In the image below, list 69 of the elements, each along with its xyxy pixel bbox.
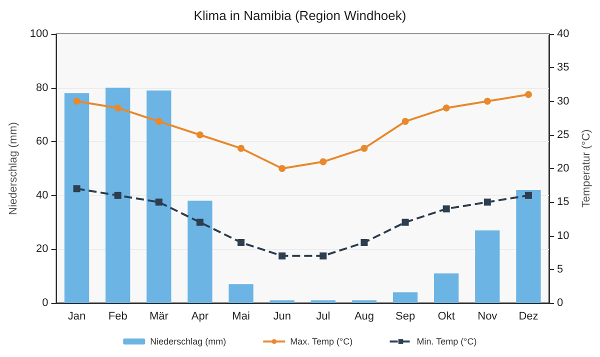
legend-label: Max. Temp (°C) (290, 336, 353, 346)
point (196, 131, 204, 138)
x-tick-label: Mai (232, 310, 250, 322)
x-tick-label: Dez (518, 310, 538, 322)
legend-label: Min. Temp (°C) (416, 336, 477, 346)
point (524, 192, 532, 199)
point (114, 104, 122, 112)
bar (434, 273, 459, 303)
point (320, 252, 327, 260)
point (484, 98, 491, 105)
point (320, 158, 327, 166)
x-tick-label: Nov (478, 310, 498, 322)
y-axis-title: Niederschlag (mm) (8, 122, 20, 215)
y-tick-label: 20 (36, 243, 48, 256)
bar (146, 90, 172, 303)
point (442, 205, 450, 212)
point (402, 218, 409, 226)
point (73, 98, 80, 105)
y2-tick-label: 5 (557, 263, 564, 276)
y2-tick-label: 10 (557, 230, 570, 242)
bar (392, 292, 418, 303)
x-tick-label: Feb (108, 310, 128, 322)
y2-tick-label: 35 (557, 62, 570, 74)
bar (106, 88, 130, 303)
y-tick-label: 60 (36, 136, 48, 148)
point (238, 238, 245, 246)
point (360, 238, 368, 246)
point (238, 144, 245, 152)
point (155, 198, 162, 206)
point (155, 118, 162, 125)
y-tick-label: 40 (36, 189, 48, 202)
y2-axis-title: Temperatur (°C) (580, 129, 592, 208)
x-tick-label: Mär (149, 310, 169, 322)
x-tick-label: Jan (68, 310, 86, 322)
x-tick-label: Okt (438, 310, 455, 322)
chart-title: Klima in Namibia (Region Windhoek) (194, 8, 406, 23)
x-tick-label: Jul (316, 310, 330, 322)
legend-label: Niederschlag (mm) (150, 336, 226, 346)
x-tick-label: Sep (395, 310, 416, 322)
point (442, 104, 450, 112)
y-tick-label: 100 (30, 28, 48, 40)
point (278, 165, 286, 172)
x-tick-label: Jun (273, 310, 291, 322)
y2-tick-label: 25 (557, 128, 570, 141)
bar (270, 300, 294, 303)
point (360, 144, 368, 152)
bar (188, 200, 212, 303)
y2-tick-label: 0 (557, 297, 564, 309)
y2-tick-label: 30 (557, 95, 570, 108)
point (278, 252, 286, 260)
point (196, 218, 204, 226)
x-tick-label: Apr (191, 310, 209, 322)
bar (64, 93, 90, 303)
bar (228, 284, 254, 303)
x-tick-label: Aug (354, 310, 374, 322)
y2-tick-label: 40 (557, 28, 570, 40)
point (484, 198, 491, 206)
y-tick-label: 80 (36, 82, 48, 94)
bar (352, 300, 377, 303)
point (73, 185, 80, 192)
point (524, 91, 532, 98)
bar (516, 190, 541, 303)
point (114, 192, 122, 199)
point (402, 118, 409, 125)
y2-tick-label: 20 (557, 162, 570, 174)
y-tick-label: 0 (42, 297, 48, 309)
bar (310, 300, 336, 303)
bar (475, 230, 500, 303)
y2-tick-label: 15 (557, 196, 570, 208)
